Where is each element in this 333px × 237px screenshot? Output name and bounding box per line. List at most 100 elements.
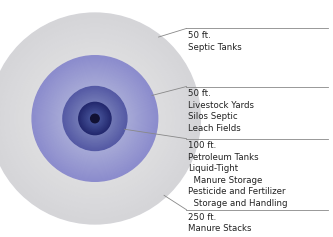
Circle shape xyxy=(63,86,127,151)
Circle shape xyxy=(12,36,178,201)
Circle shape xyxy=(68,91,122,146)
Circle shape xyxy=(92,115,98,122)
Circle shape xyxy=(46,70,144,167)
Circle shape xyxy=(76,99,114,138)
Circle shape xyxy=(30,54,160,183)
Circle shape xyxy=(89,113,101,124)
Circle shape xyxy=(65,89,125,148)
Circle shape xyxy=(91,114,99,123)
Circle shape xyxy=(24,47,166,190)
Circle shape xyxy=(17,41,173,196)
Circle shape xyxy=(62,86,128,151)
Circle shape xyxy=(88,111,102,126)
Circle shape xyxy=(64,87,126,150)
Circle shape xyxy=(61,85,129,152)
Circle shape xyxy=(47,70,143,167)
Circle shape xyxy=(69,93,121,144)
Circle shape xyxy=(42,66,148,171)
Circle shape xyxy=(70,93,120,144)
Circle shape xyxy=(93,117,97,120)
Circle shape xyxy=(65,88,125,149)
Circle shape xyxy=(46,69,144,168)
Circle shape xyxy=(89,113,101,124)
Circle shape xyxy=(91,114,99,123)
Circle shape xyxy=(94,118,96,119)
Circle shape xyxy=(60,84,130,153)
Circle shape xyxy=(73,96,117,141)
Circle shape xyxy=(13,37,176,200)
Circle shape xyxy=(50,73,140,164)
Circle shape xyxy=(39,63,151,174)
Circle shape xyxy=(79,103,111,134)
Circle shape xyxy=(0,13,200,224)
Circle shape xyxy=(87,110,103,127)
Circle shape xyxy=(70,94,120,143)
Circle shape xyxy=(65,88,125,149)
Circle shape xyxy=(21,45,169,192)
Circle shape xyxy=(33,57,157,180)
Circle shape xyxy=(87,111,103,126)
Circle shape xyxy=(37,61,153,176)
Circle shape xyxy=(34,58,156,179)
Circle shape xyxy=(87,111,103,126)
Circle shape xyxy=(34,58,156,179)
Circle shape xyxy=(7,30,183,207)
Circle shape xyxy=(41,64,149,173)
Circle shape xyxy=(22,46,167,191)
Circle shape xyxy=(75,99,115,138)
Circle shape xyxy=(86,110,104,127)
Circle shape xyxy=(58,82,132,155)
Circle shape xyxy=(68,91,122,146)
Circle shape xyxy=(48,71,142,166)
Circle shape xyxy=(42,65,148,172)
Circle shape xyxy=(0,22,191,215)
Circle shape xyxy=(38,62,152,175)
Circle shape xyxy=(38,62,152,175)
Circle shape xyxy=(67,91,123,146)
Circle shape xyxy=(90,113,100,124)
Circle shape xyxy=(74,98,116,139)
Circle shape xyxy=(9,33,180,204)
Circle shape xyxy=(0,24,190,214)
Circle shape xyxy=(26,50,164,187)
Circle shape xyxy=(81,104,109,133)
Circle shape xyxy=(44,67,146,170)
Circle shape xyxy=(88,112,102,125)
Circle shape xyxy=(81,105,109,132)
Circle shape xyxy=(59,83,131,154)
Circle shape xyxy=(89,112,101,125)
Circle shape xyxy=(50,74,140,163)
Circle shape xyxy=(67,91,123,146)
Circle shape xyxy=(84,108,106,129)
Circle shape xyxy=(73,96,117,141)
Circle shape xyxy=(54,78,136,159)
Circle shape xyxy=(92,115,98,122)
Circle shape xyxy=(90,114,100,123)
Circle shape xyxy=(63,87,127,150)
Circle shape xyxy=(93,116,97,121)
Circle shape xyxy=(80,104,110,133)
Circle shape xyxy=(0,17,196,220)
Circle shape xyxy=(71,95,119,142)
Circle shape xyxy=(86,109,104,128)
Circle shape xyxy=(89,112,101,125)
Circle shape xyxy=(25,49,165,188)
Circle shape xyxy=(45,68,145,169)
Circle shape xyxy=(74,98,116,139)
Circle shape xyxy=(75,99,115,138)
Circle shape xyxy=(82,106,108,131)
Circle shape xyxy=(88,111,102,126)
Circle shape xyxy=(32,56,158,181)
Circle shape xyxy=(32,55,158,182)
Circle shape xyxy=(71,95,119,142)
Circle shape xyxy=(91,114,99,123)
Circle shape xyxy=(82,105,108,132)
Circle shape xyxy=(76,100,114,137)
Circle shape xyxy=(0,16,198,221)
Circle shape xyxy=(93,116,97,121)
Circle shape xyxy=(83,107,107,130)
Circle shape xyxy=(77,101,113,136)
Circle shape xyxy=(51,75,139,162)
Circle shape xyxy=(66,90,124,147)
Circle shape xyxy=(59,83,131,154)
